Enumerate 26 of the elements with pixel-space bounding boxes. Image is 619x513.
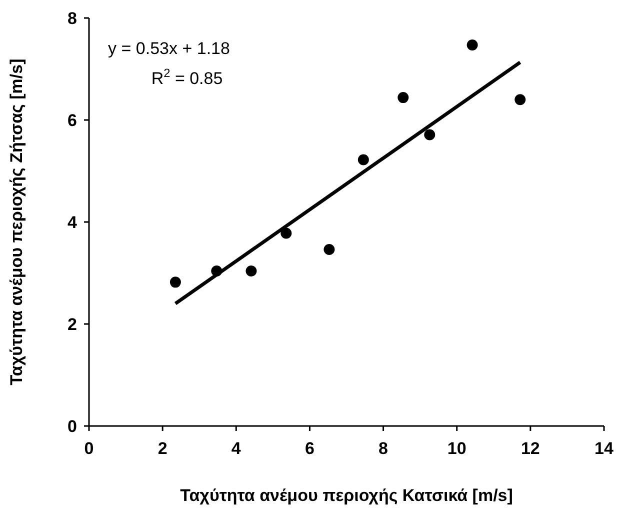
x-tick-label: 12 (520, 439, 540, 458)
y-tick-label: 4 (68, 213, 78, 232)
x-tick-label: 10 (447, 439, 466, 458)
point (170, 276, 181, 288)
y-tick-label: 8 (68, 9, 77, 28)
x-tick-label: 14 (594, 439, 614, 458)
x-axis-title: Ταχύτητα ανέμου περιοχής Κατσικά [m/s] (180, 486, 513, 505)
point (514, 94, 526, 106)
x-tick-label: 0 (84, 439, 94, 458)
point (246, 265, 257, 276)
point (424, 129, 436, 140)
point (280, 228, 292, 239)
annotation: R$^{2}$ = 0.85 (151, 66, 223, 88)
x-tick-label: 6 (304, 439, 314, 458)
annotation: y = 0.53x + 1.18 (108, 39, 230, 58)
point (398, 92, 409, 104)
y-axis-title: Ταχύτητα ανέμου περιοχής Ζήτσας [m/s] (7, 58, 26, 386)
y-tick-label: 2 (68, 315, 77, 334)
x-tick-label: 2 (158, 439, 168, 458)
point (324, 244, 335, 256)
point (466, 40, 478, 51)
y-tick-label: 6 (68, 111, 77, 130)
point (358, 154, 369, 166)
x-tick-label: 8 (378, 439, 388, 458)
y-tick-label: 0 (68, 417, 77, 436)
x-tick-label: 4 (231, 439, 242, 458)
